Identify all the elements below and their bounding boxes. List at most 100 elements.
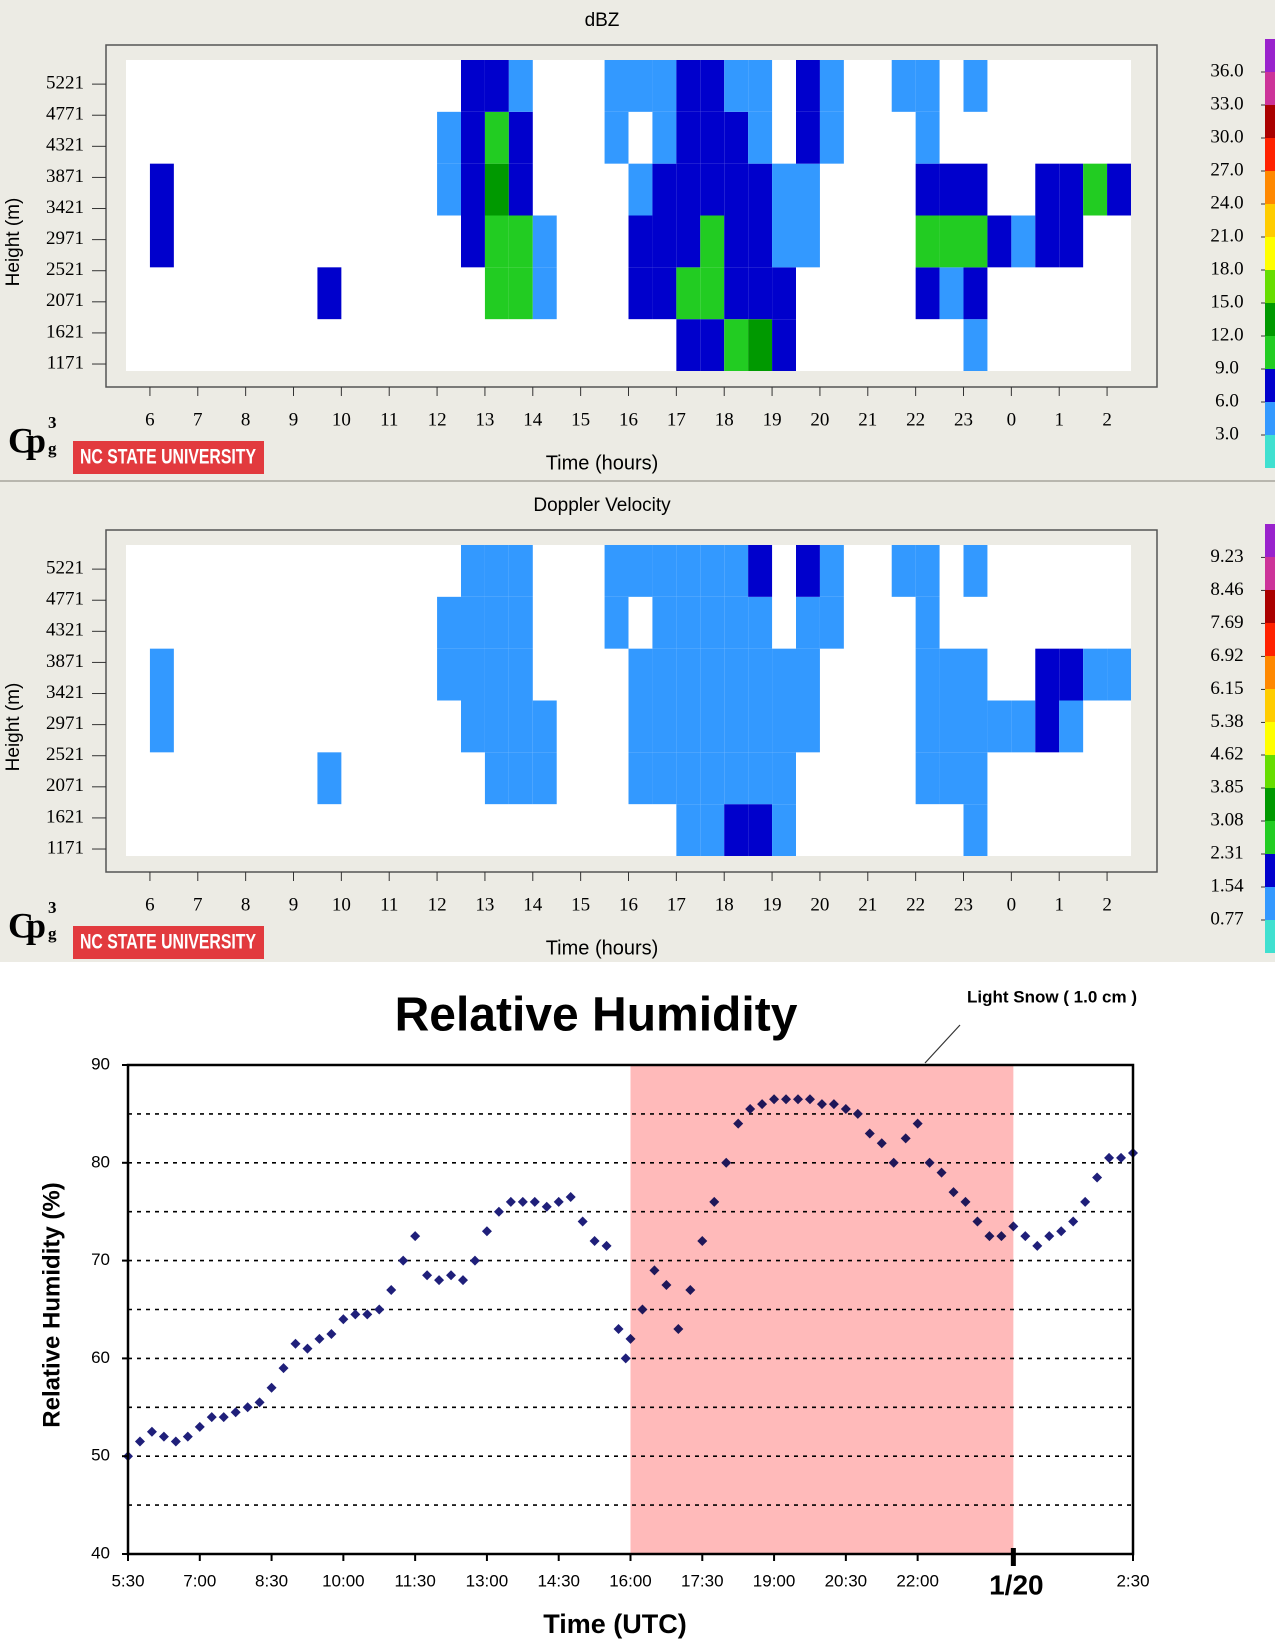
echo-cell [1035,648,1060,701]
echo-cell [963,319,988,371]
echo-cell [700,700,725,753]
echo-cell [939,215,964,268]
y-tick-label: 2521 [46,744,84,765]
x-tick-label: 17 [667,894,686,915]
echo-cell [652,752,677,805]
data-point [589,1236,600,1247]
echo-cell [652,111,677,164]
echo-cell [700,111,725,164]
echo-cell [484,267,509,320]
echo-cell [1059,648,1084,701]
echo-cell [508,215,533,268]
data-point [362,1309,373,1320]
x-tick-label: 22 [906,894,925,915]
colorbar-label: 15.0 [1210,291,1243,312]
echo-cell [628,267,653,320]
colorbar-label: 9.0 [1215,357,1239,378]
colorbar-label: 18.0 [1210,258,1243,279]
echo-cell [676,752,701,805]
echo-cell [1107,163,1131,216]
x-tick-label: 17:30 [681,1571,724,1590]
echo-cell [796,648,820,701]
echo-cell [700,319,725,371]
x-tick-label: 15 [571,894,590,915]
x-tick-label: 9 [289,894,299,915]
echo-cell [700,163,725,216]
logo-box [73,926,264,959]
x-tick-label: 11 [380,894,398,915]
echo-cell [963,700,988,753]
colorbar-label: 5.38 [1210,711,1243,732]
annotation: Light Snow ( 1.0 cm ) [967,987,1137,1006]
colorbar-label: 4.62 [1210,743,1243,764]
colorbar-label: 30.0 [1210,126,1243,147]
echo-cell [772,215,796,268]
data-point [577,1216,588,1227]
echo-cell [915,545,940,597]
data-point [1104,1152,1115,1163]
x-tick-label: 22:00 [896,1571,939,1590]
echo-cell [700,545,725,597]
echo-cell [963,804,988,856]
x-tick-label: 13 [475,409,494,430]
y-axis-label: Height (m) [3,683,24,772]
data-point [302,1343,313,1354]
echo-cell [149,215,174,268]
colorbar-segment [1265,336,1275,369]
echo-cell [1011,215,1036,268]
data-point [206,1412,217,1423]
echo-cell [604,60,629,112]
echo-cell [724,596,749,649]
echo-cell [796,215,820,268]
echo-cell [461,215,485,268]
echo-cell [748,60,773,112]
colorbar-segment [1265,689,1275,722]
y-tick-label: 2971 [46,713,84,734]
echo-cell [748,700,773,753]
echo-cell [508,163,533,216]
echo-cell [772,267,796,320]
echo-cell [508,700,533,753]
y-tick-label: 60 [91,1348,110,1367]
y-tick-label: 40 [91,1543,110,1562]
echo-cell [891,60,916,112]
x-tick-label: 7:00 [183,1571,216,1590]
colorbar-label: 8.46 [1210,579,1243,600]
echo-cell [532,267,557,320]
data-point [278,1363,289,1374]
y-tick-label: 2971 [46,228,84,249]
echo-cell [819,596,844,649]
echo-cell [676,545,701,597]
colorbar-segment [1265,303,1275,336]
echo-cell [748,752,773,805]
echo-cell [724,545,749,597]
echo-cell [987,215,1012,268]
colorbar-label: 6.15 [1210,678,1243,699]
echo-cell [676,804,701,856]
y-axis-label: Relative Humidity (%) [38,1182,65,1427]
x-tick-label: 14 [523,409,543,430]
echo-cell [963,215,988,268]
echo-cell [437,111,461,164]
echo-cell [819,60,844,112]
echo-cell [508,60,533,112]
colorbar-label: 33.0 [1210,93,1243,114]
x-tick-label: 23 [954,409,973,430]
snow-period [630,1065,1014,1554]
echo-cell [317,267,342,320]
x-tick-label: 10 [332,894,351,915]
echo-cell [1035,700,1060,753]
echo-cell [628,163,653,216]
logo-mark-sub: g [48,924,57,943]
echo-cell [628,60,653,112]
y-tick-label: 2071 [46,775,84,796]
echo-cell [939,752,964,805]
data-point [620,1353,631,1364]
data-point [613,1324,624,1335]
echo-cell [652,215,677,268]
colorbar-segment [1265,204,1275,237]
data-point [458,1275,468,1286]
x-tick-label: 0 [1007,409,1017,430]
colorbar-label: 6.0 [1215,390,1239,411]
echo-cell [724,60,749,112]
